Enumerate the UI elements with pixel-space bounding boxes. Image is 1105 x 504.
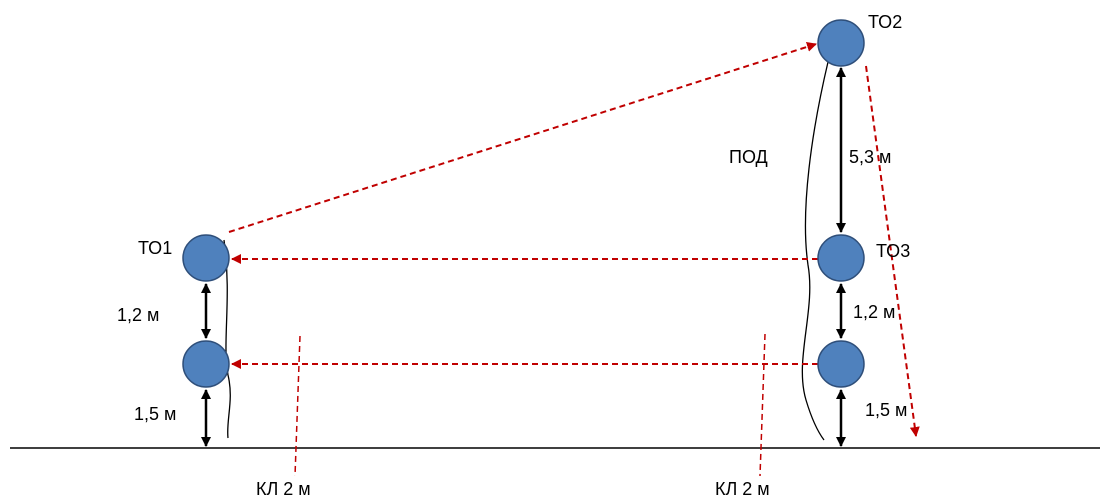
label-kl-right: КЛ 2 м	[715, 479, 770, 499]
label-left-gap-upper: 1,2 м	[117, 305, 160, 325]
label-kl-left: КЛ 2 м	[256, 479, 311, 499]
node-to1	[182, 234, 230, 282]
node-right-lower	[817, 340, 865, 388]
kl-left-dashed-line	[294, 335, 301, 477]
kl-right-dashed-line	[759, 333, 766, 477]
label-to2: ТО2	[868, 12, 903, 32]
label-left-gap-lower: 1,5 м	[134, 404, 177, 424]
label-pod: ПОД	[729, 147, 768, 167]
label-to3: ТО3	[876, 241, 911, 261]
node-left-lower	[182, 340, 230, 388]
dashed-arrow-to2-to-ground	[865, 65, 920, 437]
label-right-gap-upper: 1,2 м	[853, 302, 896, 322]
right-conductor-line	[801, 61, 829, 441]
dashed-arrow-to1-to-to2	[228, 41, 817, 233]
label-right-gap-top: 5,3 м	[849, 147, 892, 167]
label-right-gap-lower: 1,5 м	[865, 400, 908, 420]
node-to2	[817, 19, 865, 67]
node-to3	[817, 234, 865, 282]
label-to1: ТО1	[138, 238, 173, 258]
